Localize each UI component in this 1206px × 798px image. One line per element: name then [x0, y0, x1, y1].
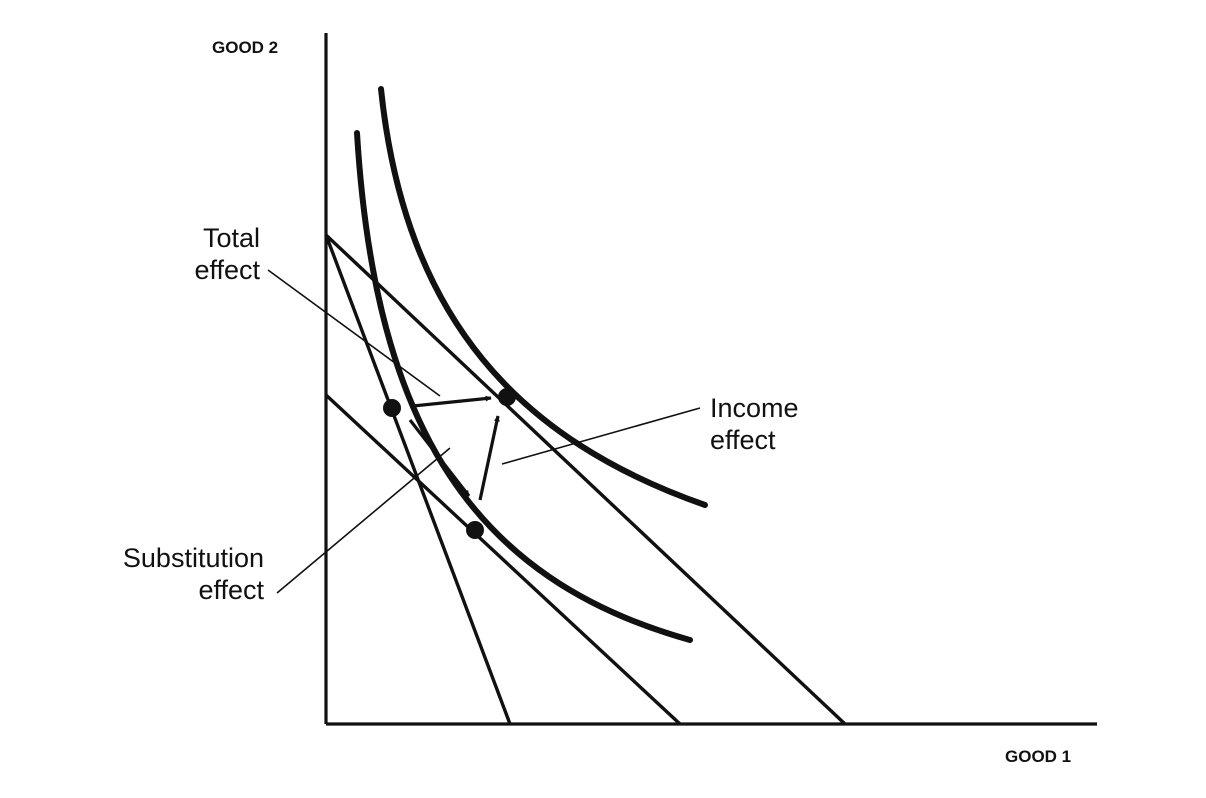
total-effect-label-line2: effect	[194, 255, 260, 285]
income-effect-label-line1: Income	[710, 393, 799, 423]
substitution-effect-label-line1: Substitution	[123, 543, 264, 573]
total-effect-leader	[267, 269, 441, 397]
total-effect-label-line1: Total	[203, 223, 260, 253]
substitution-effect-label-line2: effect	[198, 575, 264, 605]
income-effect-leader	[501, 407, 701, 465]
y-axis-label: GOOD 2	[212, 38, 278, 57]
compensated-choice-point	[466, 521, 484, 539]
budget-line-compensated	[324, 393, 682, 726]
indifference-curve-upper	[378, 86, 708, 508]
x-axis-label: GOOD 1	[1005, 747, 1071, 766]
total-effect-arrow	[412, 395, 492, 408]
initial-choice-point	[383, 399, 401, 417]
indifference-curve-lower	[354, 130, 693, 643]
substitution-effect-leader	[276, 447, 451, 594]
final-choice-point	[498, 388, 516, 406]
income-effect-arrow	[478, 415, 500, 501]
budget-line-original	[324, 233, 847, 726]
income-effect-label-line2: effect	[710, 425, 776, 455]
substitution-effect-arrow	[408, 419, 471, 497]
